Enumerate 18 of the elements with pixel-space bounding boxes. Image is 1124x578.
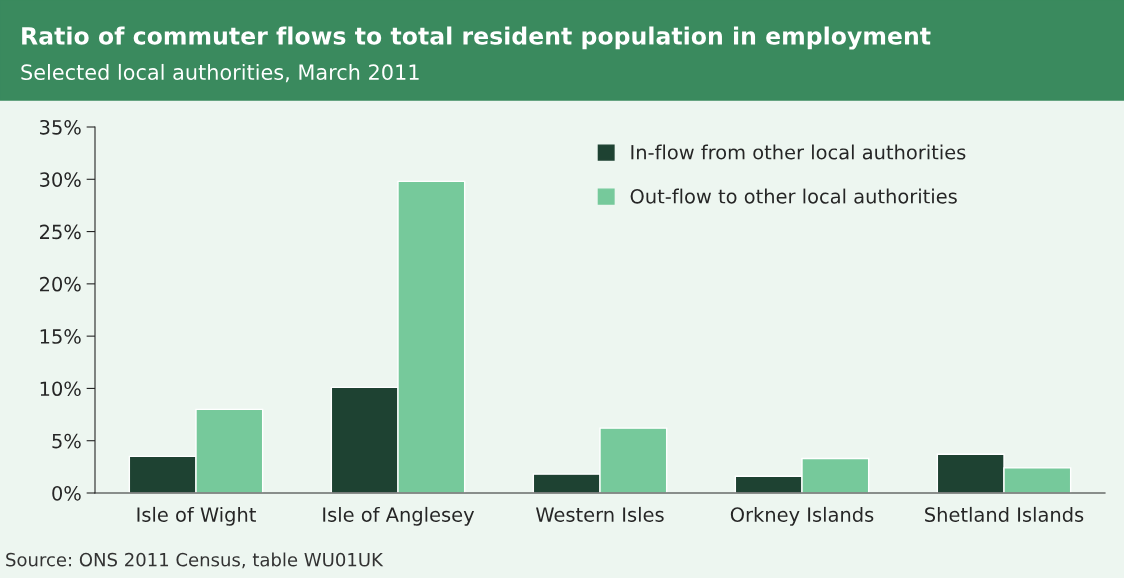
y-tick-label: 35%: [40, 119, 81, 135]
x-tick-label: Western Isles: [536, 506, 664, 522]
chart-subtitle: Selected local authorities, March 2011: [21, 63, 419, 83]
y-tick-label: 15%: [40, 329, 81, 344]
y-tick-label: 10%: [40, 381, 81, 397]
legend-label: Out-flow to other local authorities: [630, 188, 957, 204]
x-tick-label: Shetland Islands: [925, 506, 1084, 522]
x-tick-label: Isle of Anglesey: [323, 506, 475, 526]
source-note: Source: ONS 2011 Census, table WU01UK: [6, 552, 384, 569]
y-tick-label: 0%: [52, 485, 81, 501]
x-tick-label: Orkney Islands: [730, 506, 874, 526]
y-tick-label: 25%: [40, 224, 81, 240]
y-tick-label: 20%: [40, 276, 81, 292]
chart-title: Ratio of commuter flows to total resident population in employment: [22, 26, 931, 50]
y-tick-label: 5%: [52, 433, 81, 449]
y-tick-label: 30%: [40, 172, 81, 187]
legend-label: In-flow from other local authorities: [631, 144, 966, 160]
x-tick-label: Isle of Wight: [137, 506, 256, 526]
